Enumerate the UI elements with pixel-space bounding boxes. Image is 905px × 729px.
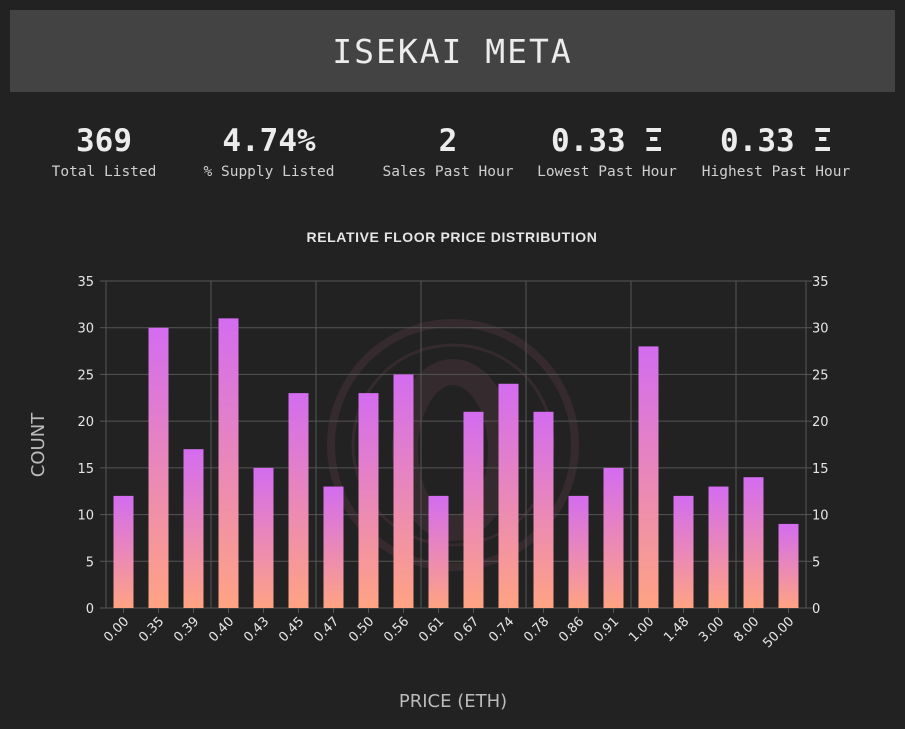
- x-tick-label: 0.67: [451, 614, 482, 645]
- stat-supply-listed: 4.74% % Supply Listed: [204, 120, 335, 180]
- header-banner: ISEKAI META: [10, 10, 895, 92]
- x-tick-label: 0.61: [416, 614, 447, 645]
- y-tick-label: 10: [77, 509, 94, 524]
- x-tick-label: 50.00: [760, 614, 797, 651]
- bars: [113, 318, 799, 608]
- bar: [323, 486, 344, 608]
- stat-value: 4.74%: [222, 123, 316, 159]
- stat-value: 2: [438, 123, 458, 159]
- x-tick-label: 0.39: [171, 614, 202, 645]
- bar: [113, 495, 134, 608]
- y-tick-label: 15: [77, 462, 94, 477]
- y-axis-right: 0 5 10 15 20 25 30 35: [806, 275, 829, 617]
- x-tick-label: 0.45: [276, 614, 307, 645]
- bar: [428, 495, 449, 608]
- y-axis-label: COUNT: [28, 412, 49, 477]
- stat-label: % Supply Listed: [203, 164, 335, 180]
- x-tick-label: 0.43: [241, 614, 272, 645]
- x-axis: 0.00 0.35 0.39 0.40 0.43 0.45 0.47 0.50 0.56 0.61…: [101, 608, 797, 651]
- bar: [743, 477, 764, 608]
- bar: [533, 411, 554, 608]
- grid-lines: [105, 280, 807, 609]
- bar: [358, 393, 379, 608]
- y-tick-label: 35: [812, 275, 829, 290]
- x-tick-label: 0.35: [136, 614, 167, 645]
- bar: [183, 449, 204, 608]
- x-tick-label: 0.74: [486, 614, 517, 645]
- y-tick-label: 30: [812, 322, 829, 337]
- y-tick-label: 20: [77, 415, 94, 430]
- collection-title: ISEKAI META: [332, 31, 573, 71]
- y-axis-left: 0 5 10 15 20 25 30 35: [77, 275, 106, 617]
- y-tick-label: 25: [77, 368, 94, 383]
- y-tick-label: 25: [812, 368, 829, 383]
- stat-lowest-past-hour: 0.33 Ξ Lowest Past Hour: [537, 120, 677, 180]
- bar: [638, 346, 659, 608]
- x-tick-label: 1.00: [626, 614, 657, 645]
- y-tick-label: 30: [77, 322, 94, 337]
- x-tick-label: 3.00: [696, 614, 727, 645]
- y-tick-label: 5: [812, 555, 820, 570]
- x-tick-label: 0.50: [346, 614, 377, 645]
- stat-total-listed: 369 Total Listed: [52, 120, 157, 180]
- x-tick-label: 0.78: [521, 614, 552, 645]
- y-tick-label: 35: [77, 275, 94, 290]
- floor-price-chart: RELATIVE FLOOR PRICE DISTRIBUTION 0 5 10 15…: [28, 229, 829, 712]
- stat-value: 369: [75, 123, 132, 159]
- y-tick-label: 20: [812, 415, 829, 430]
- x-tick-label: 0.40: [206, 614, 237, 645]
- stat-label: Highest Past Hour: [701, 164, 851, 180]
- bar: [393, 374, 414, 608]
- stat-value: 0.33 Ξ: [551, 123, 663, 159]
- bar: [568, 495, 589, 608]
- x-tick-label: 0.47: [311, 614, 342, 645]
- stat-value: 0.33 Ξ: [720, 123, 832, 159]
- stat-label: Sales Past Hour: [382, 164, 514, 180]
- x-tick-label: 8.00: [731, 614, 762, 645]
- bar: [463, 411, 484, 608]
- bar: [708, 486, 729, 608]
- stat-sales-past-hour: 2 Sales Past Hour: [383, 120, 514, 180]
- bar: [148, 327, 169, 608]
- stat-label: Lowest Past Hour: [537, 164, 677, 180]
- x-tick-label: 0.56: [381, 614, 412, 645]
- x-tick-label: 0.91: [591, 614, 622, 645]
- bar: [253, 467, 274, 608]
- bar: [778, 523, 799, 608]
- stat-label: Total Listed: [51, 164, 157, 180]
- x-tick-label: 0.00: [101, 614, 132, 645]
- x-tick-label: 0.86: [556, 614, 587, 645]
- bar: [218, 318, 239, 608]
- bar: [288, 393, 309, 608]
- chart-title: RELATIVE FLOOR PRICE DISTRIBUTION: [307, 229, 598, 245]
- y-tick-label: 0: [812, 602, 820, 617]
- y-tick-label: 15: [812, 462, 829, 477]
- x-axis-label: PRICE (ETH): [399, 691, 507, 712]
- stat-highest-past-hour: 0.33 Ξ Highest Past Hour: [702, 120, 850, 180]
- x-tick-label: 1.48: [661, 614, 692, 645]
- bar: [673, 495, 694, 608]
- bar: [498, 383, 519, 608]
- y-tick-label: 0: [86, 602, 94, 617]
- y-tick-label: 10: [812, 509, 829, 524]
- y-tick-label: 5: [86, 555, 94, 570]
- bar: [603, 467, 624, 608]
